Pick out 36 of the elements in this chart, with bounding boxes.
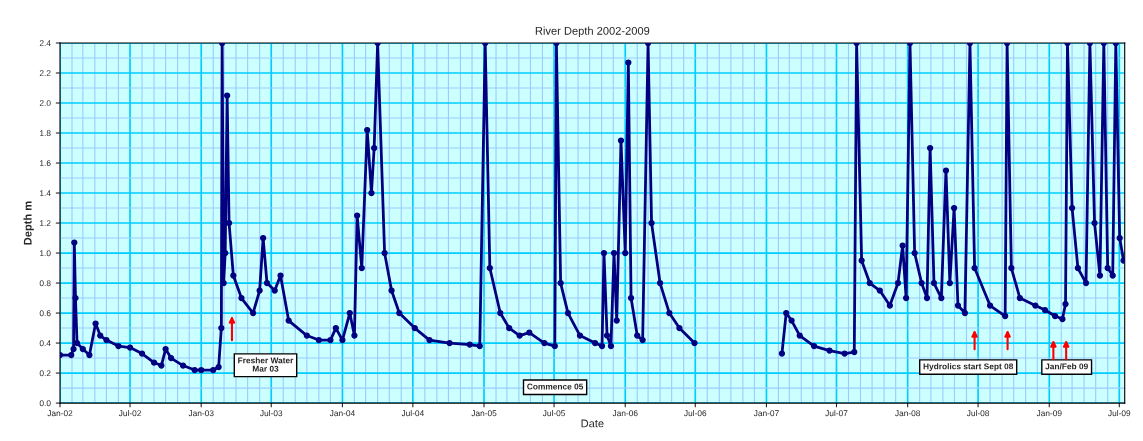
x-tick-label: Jul-07: [825, 410, 848, 417]
chart-title: River Depth 2002-2009: [535, 26, 650, 37]
y-axis-title: Depth m: [23, 201, 34, 245]
x-tick-label: Jul-03: [260, 410, 283, 417]
y-tick-label: 2.0: [39, 100, 51, 107]
x-tick-label: Jan-08: [895, 410, 921, 417]
x-tick-label: Jul-02: [118, 410, 141, 417]
y-tick-label: 0.0: [39, 400, 51, 407]
y-tick-label: 0.4: [39, 340, 51, 347]
y-tick-label: 0.2: [39, 370, 51, 377]
x-axis-title: Date: [581, 419, 604, 428]
x-tick-label: Jul-08: [966, 410, 990, 417]
x-tick-label: Jan-04: [329, 410, 355, 417]
y-tick-label: 2.4: [39, 40, 51, 47]
annotation: Fresher Water Mar 03: [238, 357, 294, 372]
y-tick-label: 1.8: [40, 130, 51, 137]
y-tick-label: 1.4: [40, 190, 51, 197]
y-tick-label: 0.6: [39, 310, 51, 317]
y-tick-label: 1.6: [40, 160, 51, 167]
y-tick-label: 0.8: [39, 280, 51, 287]
x-tick-label: Jan-05: [471, 410, 497, 417]
x-tick-label: Jul-04: [401, 410, 424, 417]
x-tick-label: Jan-02: [47, 410, 73, 417]
x-tick-label: Jul-05: [542, 410, 566, 417]
x-tick-label: Jan-03: [188, 410, 214, 417]
x-tick-label: Jan-06: [612, 410, 638, 417]
x-tick-label: Jan-07: [753, 410, 779, 417]
y-tick-label: 2.2: [39, 70, 51, 77]
annotation: Hydrolics start Sept 08: [923, 363, 1014, 371]
y-tick-label: 1.2: [40, 220, 51, 227]
x-tick-label: Jul-06: [684, 410, 707, 417]
annotation: Jan/Feb 09: [1045, 363, 1088, 370]
annotation: Commence 05: [527, 383, 584, 390]
x-tick-label: Jul-09: [1108, 410, 1131, 417]
x-tick-label: Jan-09: [1036, 410, 1062, 417]
y-tick-label: 1.0: [40, 250, 51, 257]
